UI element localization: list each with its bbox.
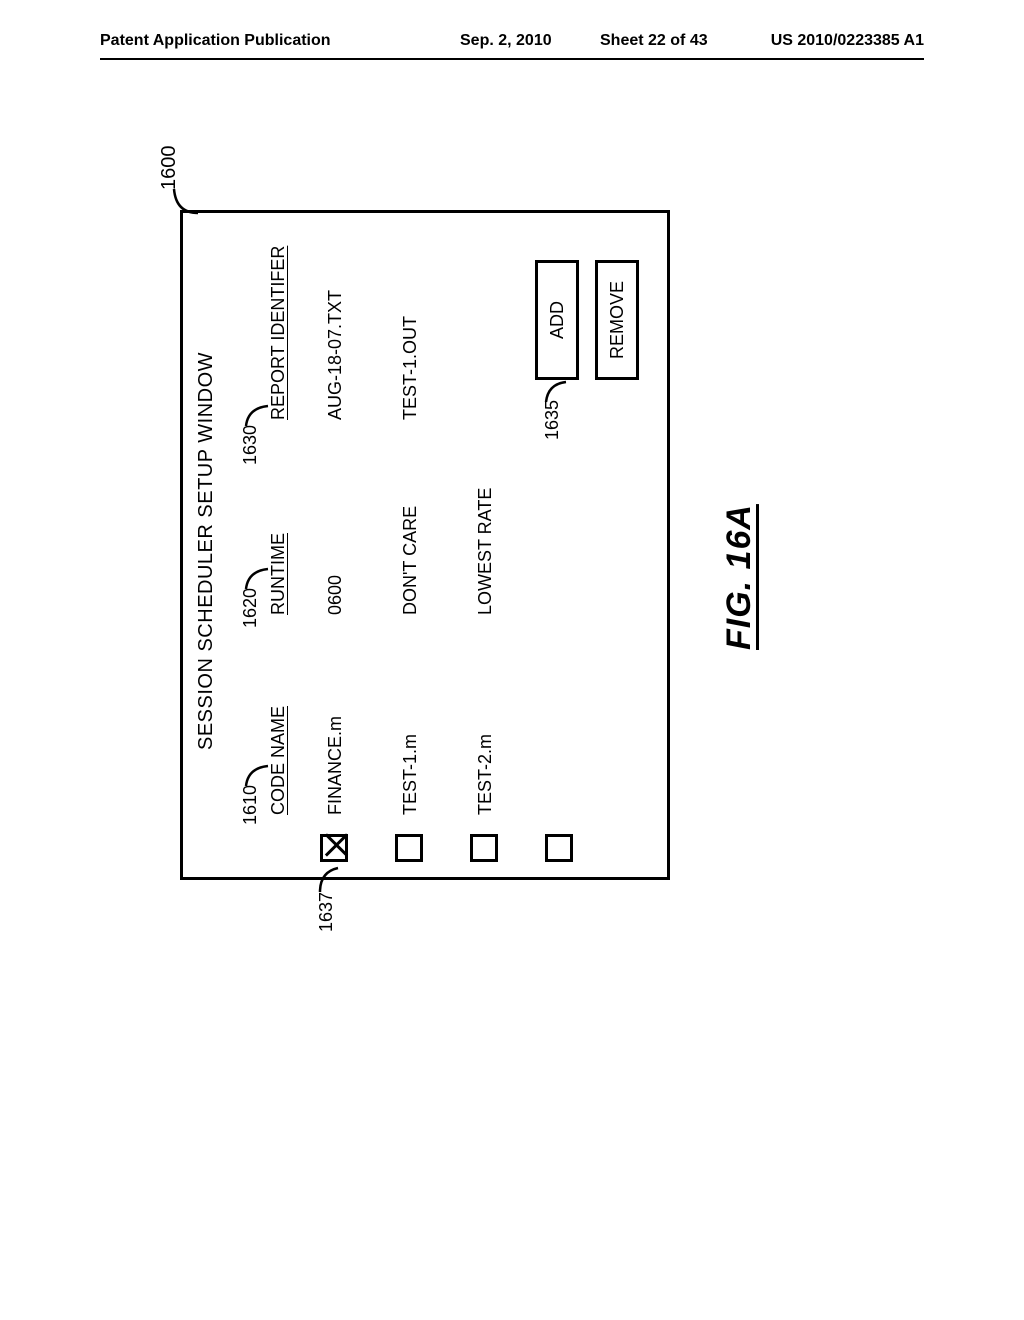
publication-label: Patent Application Publication — [100, 32, 331, 50]
figure-landscape: 1600 SESSION SCHEDULER SETUP WINDOW 1610… — [140, 170, 880, 950]
col-header-runtime: RUNTIME — [268, 533, 289, 615]
row-2-code: TEST-2.m — [475, 734, 496, 815]
ref-1610: 1610 — [240, 785, 261, 825]
ref-1635: 1635 — [542, 400, 563, 440]
publication-date: Sep. 2, 2010 — [460, 32, 552, 50]
ref-1610-hook-icon — [244, 762, 270, 788]
row-0-report: AUG-18-07.TXT — [325, 290, 346, 420]
ref-1630: 1630 — [240, 425, 261, 465]
page: Patent Application Publication Sep. 2, 2… — [0, 0, 1024, 1320]
ref-1600: 1600 — [158, 146, 181, 191]
header-rule — [100, 58, 924, 60]
add-button[interactable]: ADD — [535, 260, 579, 380]
row-2-runtime: LOWEST RATE — [475, 488, 496, 615]
ref-1620: 1620 — [240, 588, 261, 628]
sheet-number: Sheet 22 of 43 — [600, 32, 708, 50]
sheet-prefix: Sheet — [600, 32, 648, 49]
sheet-total: 43 — [690, 32, 708, 49]
row-3-checkbox[interactable] — [545, 834, 573, 862]
figure-region: 1600 SESSION SCHEDULER SETUP WINDOW 1610… — [140, 170, 880, 950]
col-header-report: REPORT IDENTIFER — [268, 246, 289, 420]
ref-1620-hook-icon — [244, 565, 270, 591]
sheet-num: 22 — [648, 32, 666, 49]
ref-1635-hook-icon — [544, 378, 570, 404]
ref-1637: 1637 — [316, 892, 337, 932]
row-1-report: TEST-1.OUT — [400, 316, 421, 420]
col-header-code-name: CODE NAME — [268, 706, 289, 815]
figure-caption: FIG. 16A — [720, 504, 759, 650]
row-1-checkbox[interactable] — [395, 834, 423, 862]
row-1-code: TEST-1.m — [400, 734, 421, 815]
ref-1630-hook-icon — [244, 402, 270, 428]
row-0-runtime: 0600 — [325, 575, 346, 615]
sheet-of: of — [666, 32, 690, 49]
remove-button[interactable]: REMOVE — [595, 260, 639, 380]
ref-1637-hook-icon — [318, 864, 344, 894]
row-1-runtime: DON'T CARE — [400, 506, 421, 615]
row-0-code: FINANCE.m — [325, 716, 346, 815]
row-2-checkbox[interactable] — [470, 834, 498, 862]
publication-number: US 2010/0223385 A1 — [771, 32, 924, 50]
row-0-checkbox[interactable] — [320, 834, 348, 862]
window-title: SESSION SCHEDULER SETUP WINDOW — [195, 352, 218, 750]
